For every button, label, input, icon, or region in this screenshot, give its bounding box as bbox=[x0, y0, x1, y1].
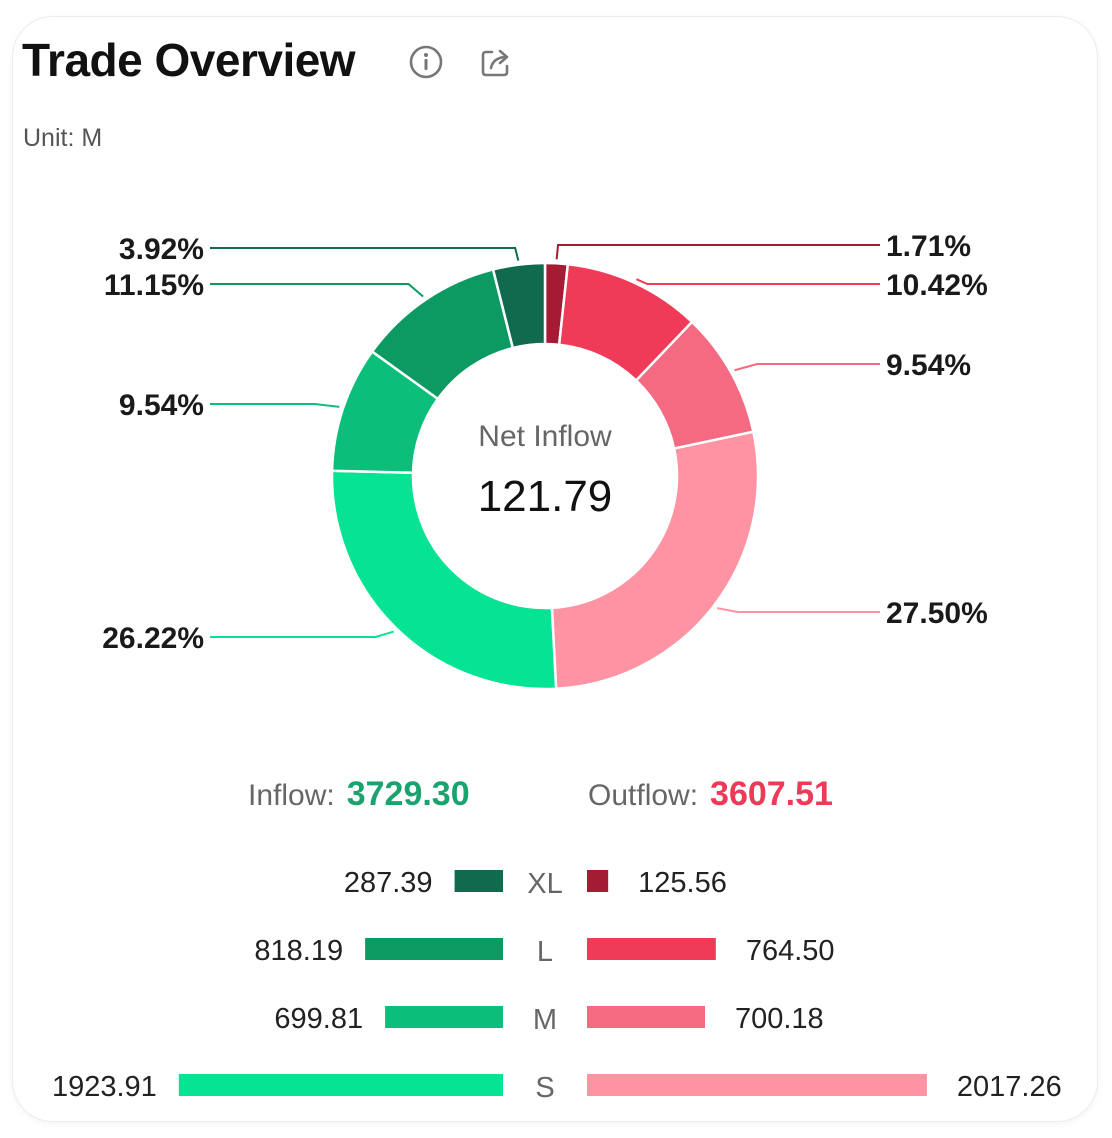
inflow-label: Inflow: bbox=[248, 779, 335, 812]
donut-slice[interactable] bbox=[491, 261, 547, 350]
slice-percent-label: 3.92% bbox=[119, 233, 204, 266]
donut-chart: 1.71% 10.42% 9.54% 27.50% 26.22% 9.54% 11.15%3… bbox=[102, 230, 988, 691]
slice-percent-label: 27.50% bbox=[886, 597, 988, 630]
slice-leader-line bbox=[210, 403, 340, 408]
slice-percent-label: 26.22% bbox=[102, 622, 204, 655]
page-title: Trade Overview bbox=[22, 34, 356, 86]
slice-percent-label: 11.15% bbox=[104, 269, 204, 302]
slice-percent-label: 10.42% bbox=[886, 269, 988, 302]
donut-slice[interactable] bbox=[550, 430, 760, 691]
slice-percent-label: 1.71% bbox=[886, 230, 971, 263]
slice-leader-line bbox=[716, 607, 880, 613]
slice-leader-line bbox=[210, 283, 424, 298]
unit-label: Unit: M bbox=[23, 124, 103, 152]
slice-leader-line bbox=[636, 278, 880, 285]
slice-percent-label: 9.54% bbox=[886, 349, 971, 382]
outflow-label: Outflow: bbox=[588, 779, 699, 812]
slice-leader-line bbox=[734, 363, 880, 372]
outflow-total: 3607.51 bbox=[710, 775, 833, 813]
slice-leader-line bbox=[210, 247, 520, 261]
info-icon[interactable] bbox=[408, 44, 444, 80]
slice-leader-line bbox=[555, 244, 880, 260]
donut-slice[interactable] bbox=[330, 469, 558, 691]
slice-percent-label: 9.54% bbox=[119, 389, 204, 422]
trade-overview-card bbox=[13, 17, 1097, 1121]
net-inflow-value: 121.79 bbox=[477, 472, 613, 521]
net-inflow-label: Net Inflow bbox=[478, 420, 612, 453]
outflow-summary: Outflow: 3607.51 bbox=[588, 775, 833, 814]
slice-leader-line bbox=[210, 630, 394, 638]
inflow-total: 3729.30 bbox=[346, 775, 470, 813]
inflow-summary: Inflow: 3729.30 bbox=[248, 775, 470, 814]
share-icon[interactable] bbox=[478, 44, 514, 80]
